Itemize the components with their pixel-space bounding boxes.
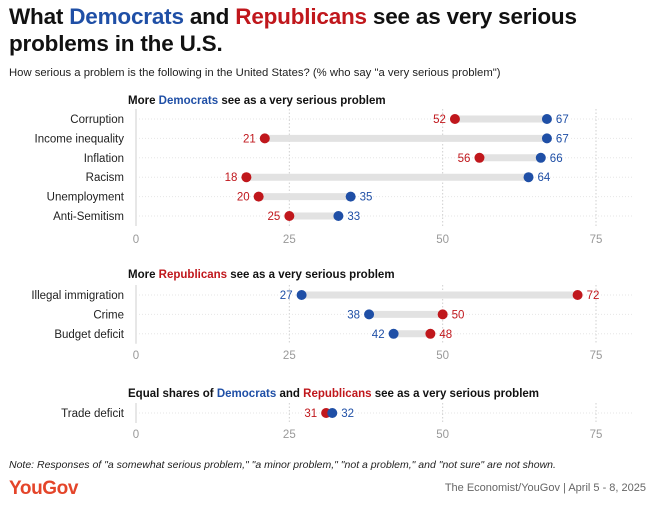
democrat-dot [535,152,546,163]
x-tick-label: 25 [283,234,296,246]
panel-heading-part: see as a very serious problem [227,269,394,281]
democrat-dot [364,309,375,320]
democrat-dot [523,172,534,183]
panel-heading-part: and [276,388,303,400]
republican-dot [241,172,252,183]
x-tick-label: 75 [590,429,603,441]
category-label: Illegal immigration [31,290,124,302]
x-tick-label: 0 [133,234,139,246]
democrat-value-label: 32 [341,408,354,420]
title-republicans-word: Republicans [235,4,367,29]
panel-heading-part: see as a very serious problem [372,388,539,400]
democrat-value-label: 67 [556,133,569,145]
democrat-dot [345,191,356,202]
x-tick-label: 0 [133,429,139,441]
democrat-dot [333,211,344,221]
republican-value-label: 31 [304,408,317,420]
chart-title: What Democrats and Republicans see as ve… [9,3,649,57]
category-label: Budget deficit [54,329,124,341]
panel-heading-1: More Democrats see as a very serious pro… [128,95,386,107]
republican-value-label: 56 [458,153,471,165]
category-label: Anti-Semitism [53,211,124,223]
democrat-value-label: 38 [347,309,360,321]
panel-heading-3: Equal shares of Democrats and Republican… [128,388,539,400]
democrat-dot [541,114,552,124]
republican-dot [449,114,460,124]
category-label: Trade deficit [61,408,125,420]
republican-dot [437,309,448,320]
republican-dot [474,152,485,163]
yougov-logo: YouGov [9,478,79,499]
category-label: Crime [93,309,124,321]
source-credit: The Economist/YouGov | April 5 - 8, 2025 [444,482,646,494]
republican-value-label: 25 [268,211,281,223]
republican-value-label: 21 [243,133,256,145]
republican-value-label: 50 [452,309,465,321]
democrat-value-label: 67 [556,114,569,126]
title-part-3: see as very serious problems in the U.S. [9,4,577,56]
republican-dot [259,133,270,144]
category-label: Unemployment [47,192,125,204]
category-label: Corruption [70,114,124,126]
republican-value-label: 48 [439,329,452,341]
republican-dot [284,211,295,221]
category-label: Inflation [84,153,124,165]
x-tick-label: 0 [133,350,139,362]
title-part-1: What [9,4,70,29]
republican-value-label: 72 [587,290,600,302]
republican-dot [425,328,436,339]
republican-dot [253,191,264,202]
democrat-dot [388,328,399,339]
category-label: Income inequality [35,133,125,145]
democrat-value-label: 64 [538,172,551,184]
panel-heading-part: see as a very serious problem [218,95,385,107]
category-label: Racism [86,172,124,184]
democrat-value-label: 33 [347,211,360,223]
panel-heading-part: More [128,269,159,281]
democrat-dot [296,290,307,300]
democrat-value-label: 42 [372,329,385,341]
panel-heading-part: Democrats [159,95,218,107]
x-tick-label: 75 [590,350,603,362]
republican-dot [572,290,583,300]
x-tick-label: 50 [436,429,449,441]
x-tick-label: 50 [436,350,449,362]
chart-subtitle: How serious a problem is the following i… [9,67,501,79]
republican-value-label: 52 [433,114,446,126]
title-part-2: and [183,4,236,29]
x-tick-label: 50 [436,234,449,246]
panel-heading-part: Democrats [217,388,276,400]
x-tick-label: 75 [590,234,603,246]
democrat-value-label: 35 [360,192,373,204]
democrat-value-label: 66 [550,153,563,165]
panel-heading-2: More Republicans see as a very serious p… [128,269,395,281]
democrat-dot [327,408,338,418]
panel-heading-part: Republicans [303,388,371,400]
x-tick-label: 25 [283,350,296,362]
panel-heading-part: Equal shares of [128,388,217,400]
democrat-dot [541,133,552,144]
x-tick-label: 25 [283,429,296,441]
footnote: Note: Responses of "a somewhat serious p… [9,459,556,471]
panel-heading-part: More [128,95,159,107]
republican-value-label: 20 [237,192,250,204]
title-democrats-word: Democrats [69,4,184,29]
democrat-value-label: 27 [280,290,293,302]
republican-value-label: 18 [225,172,238,184]
panel-heading-part: Republicans [159,269,227,281]
